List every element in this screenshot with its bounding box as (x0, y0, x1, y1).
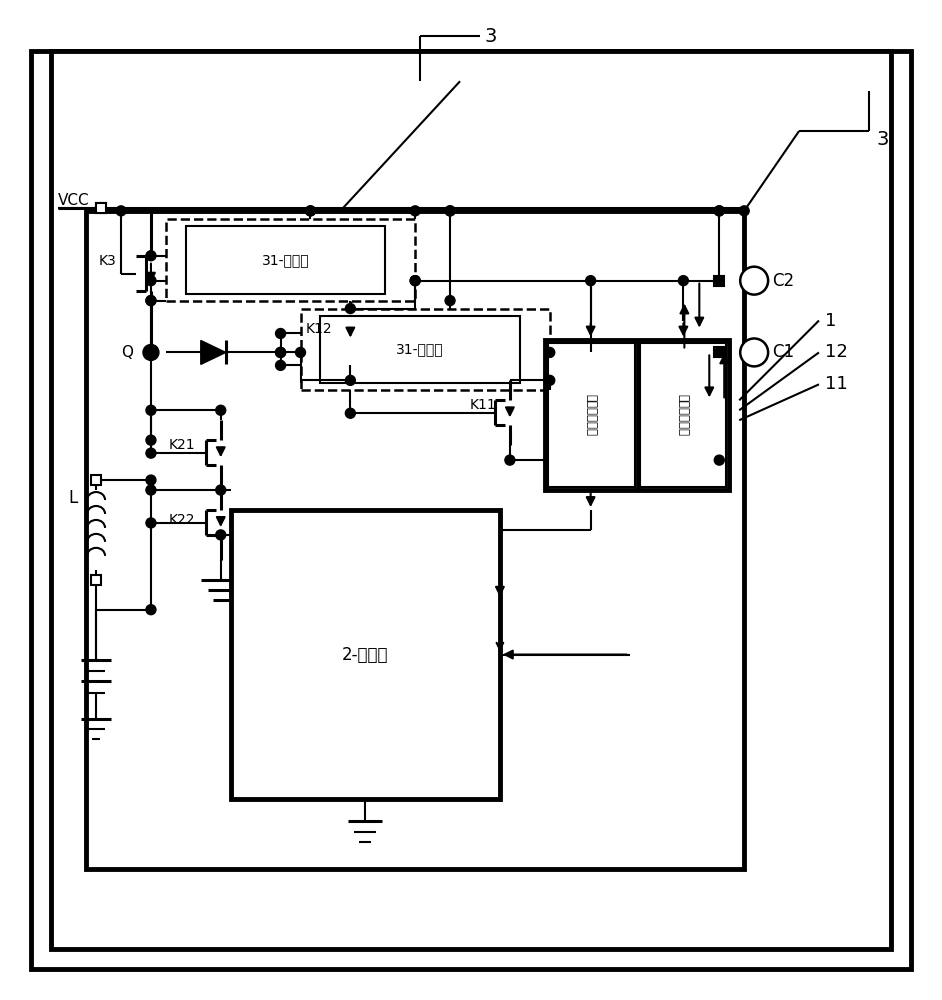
Circle shape (216, 485, 226, 495)
Text: C2: C2 (772, 272, 794, 290)
Bar (51, 51, 891, 949)
Bar (547, 343, 635, 487)
Bar (714, 276, 724, 286)
Circle shape (544, 375, 555, 385)
Circle shape (146, 296, 156, 306)
Bar (91, 575, 101, 585)
Circle shape (305, 206, 316, 216)
Circle shape (146, 518, 156, 528)
Circle shape (544, 347, 555, 357)
Circle shape (410, 276, 420, 286)
Text: VCC: VCC (58, 193, 89, 208)
Circle shape (305, 206, 316, 216)
Circle shape (678, 276, 689, 286)
Bar (166, 219, 415, 301)
Circle shape (410, 276, 420, 286)
Polygon shape (201, 340, 226, 364)
Text: L: L (68, 489, 77, 507)
Circle shape (714, 276, 724, 286)
Text: 12: 12 (825, 343, 848, 361)
Bar (86, 211, 744, 869)
Circle shape (740, 338, 768, 366)
Circle shape (445, 206, 455, 216)
Circle shape (146, 276, 156, 286)
Circle shape (346, 408, 355, 418)
Bar (641, 343, 726, 487)
Circle shape (276, 347, 285, 357)
Text: 2-处理器: 2-处理器 (342, 646, 388, 664)
Circle shape (146, 475, 156, 485)
Circle shape (445, 296, 455, 306)
Circle shape (714, 206, 724, 216)
Circle shape (714, 206, 724, 216)
Bar (96, 203, 106, 213)
Circle shape (505, 455, 515, 465)
Circle shape (410, 206, 420, 216)
Circle shape (445, 206, 455, 216)
Circle shape (146, 448, 156, 458)
Bar (91, 475, 101, 485)
Circle shape (714, 347, 724, 357)
Circle shape (276, 347, 285, 357)
Bar (714, 347, 724, 357)
Text: K21: K21 (169, 438, 196, 452)
Circle shape (740, 267, 768, 295)
Text: K11: K11 (470, 398, 496, 412)
Text: 放电电流检测: 放电电流检测 (584, 394, 597, 436)
Circle shape (146, 605, 156, 615)
Text: 3: 3 (485, 27, 497, 46)
Circle shape (296, 347, 305, 357)
Text: 11: 11 (825, 375, 848, 393)
Bar (231, 510, 500, 799)
Text: Q: Q (121, 345, 133, 360)
Circle shape (216, 530, 226, 540)
Text: 1: 1 (825, 312, 836, 330)
Text: K12: K12 (305, 322, 333, 336)
Circle shape (346, 304, 355, 314)
Circle shape (146, 485, 156, 495)
Circle shape (146, 405, 156, 415)
Bar (186, 226, 385, 294)
Text: K22: K22 (169, 513, 195, 527)
Bar (96, 203, 106, 213)
Circle shape (739, 206, 749, 216)
Circle shape (586, 276, 595, 286)
Circle shape (146, 435, 156, 445)
Bar (300, 309, 550, 390)
Text: 31-电流镜: 31-电流镜 (397, 342, 444, 356)
Circle shape (714, 455, 724, 465)
Circle shape (143, 344, 159, 360)
Circle shape (276, 360, 285, 370)
Circle shape (276, 329, 285, 338)
Circle shape (146, 296, 156, 306)
Text: 31-电流镜: 31-电流镜 (262, 253, 309, 267)
Bar (320, 316, 520, 383)
Circle shape (346, 375, 355, 385)
Text: K3: K3 (99, 254, 117, 268)
Circle shape (116, 206, 126, 216)
Text: 充电电流检测: 充电电流检测 (677, 394, 690, 436)
Circle shape (216, 405, 226, 415)
Circle shape (146, 251, 156, 261)
Text: C1: C1 (772, 343, 794, 361)
Bar (544, 340, 729, 490)
Text: 3: 3 (877, 130, 889, 149)
